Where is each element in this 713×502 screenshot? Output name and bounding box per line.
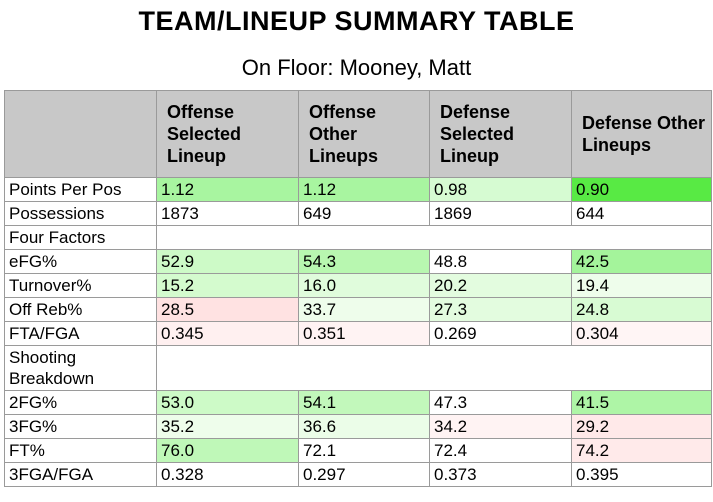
table-row: Possessions 1873 649 1869 644 [4, 201, 712, 226]
table-cell: 33.7 [298, 297, 430, 322]
row-label: eFG% [4, 249, 157, 274]
table-cell: 28.5 [156, 297, 299, 322]
table-cell: 16.0 [298, 273, 430, 298]
table-cell: 0.269 [429, 321, 572, 346]
header-offense-other: Offense Other Lineups [298, 90, 430, 178]
table-row: FTA/FGA 0.345 0.351 0.269 0.304 [4, 321, 712, 346]
table-cell: 649 [298, 201, 430, 226]
table-cell: 76.0 [156, 438, 299, 463]
section-row: Four Factors [4, 225, 712, 250]
table-row: FT% 76.0 72.1 72.4 74.2 [4, 438, 712, 463]
table-cell: 15.2 [156, 273, 299, 298]
table-cell: 35.2 [156, 414, 299, 439]
table-cell: 24.8 [571, 297, 712, 322]
table-cell: 1873 [156, 201, 299, 226]
header-offense-selected: Offense Selected Lineup [156, 90, 299, 178]
table-cell: 52.9 [156, 249, 299, 274]
table-cell: 34.2 [429, 414, 572, 439]
row-label: FTA/FGA [4, 321, 157, 346]
table-cell: 0.345 [156, 321, 299, 346]
table-row: Turnover% 15.2 16.0 20.2 19.4 [4, 273, 712, 298]
table-cell: 1.12 [156, 177, 299, 202]
table-cell: 0.395 [571, 462, 712, 487]
table-cell: 42.5 [571, 249, 712, 274]
table-row: Points Per Pos 1.12 1.12 0.98 0.90 [4, 177, 712, 202]
table-cell: 0.351 [298, 321, 430, 346]
table-cell: 0.297 [298, 462, 430, 487]
table-cell: 0.373 [429, 462, 572, 487]
page-subtitle: On Floor: Mooney, Matt [241, 55, 472, 80]
table-cell: 47.3 [429, 390, 572, 415]
header-defense-selected: Defense Selected Lineup [429, 90, 572, 178]
row-label: Off Reb% [4, 297, 157, 322]
table-cell: 1.12 [298, 177, 430, 202]
section-row: Shooting Breakdown [4, 345, 712, 391]
table-cell: 0.98 [429, 177, 572, 202]
section-label: Four Factors [4, 225, 157, 250]
table-cell: 36.6 [298, 414, 430, 439]
page-title: TEAM/LINEUP SUMMARY TABLE [138, 6, 575, 36]
table-cell: 54.1 [298, 390, 430, 415]
row-label: Points Per Pos [4, 177, 157, 202]
table-cell: 74.2 [571, 438, 712, 463]
row-label: FT% [4, 438, 157, 463]
table-cell: 72.1 [298, 438, 430, 463]
header-row: Offense Selected Lineup Offense Other Li… [4, 90, 712, 178]
table-row: 3FGA/FGA 0.328 0.297 0.373 0.395 [4, 462, 712, 487]
table-cell: 1869 [429, 201, 572, 226]
table-cell: 53.0 [156, 390, 299, 415]
table-row: 3FG% 35.2 36.6 34.2 29.2 [4, 414, 712, 439]
table-cell: 644 [571, 201, 712, 226]
table-cell: 19.4 [571, 273, 712, 298]
table-cell: 29.2 [571, 414, 712, 439]
table-cell: 48.8 [429, 249, 572, 274]
header-corner [4, 90, 157, 178]
summary-table: Offense Selected Lineup Offense Other Li… [4, 90, 712, 487]
row-label: Turnover% [4, 273, 157, 298]
table-row: 2FG% 53.0 54.1 47.3 41.5 [4, 390, 712, 415]
header-defense-other: Defense Other Lineups [571, 90, 712, 178]
table-row: Off Reb% 28.5 33.7 27.3 24.8 [4, 297, 712, 322]
row-label: 2FG% [4, 390, 157, 415]
row-label: 3FGA/FGA [4, 462, 157, 487]
table-cell: 72.4 [429, 438, 572, 463]
section-label: Shooting Breakdown [4, 345, 157, 391]
table-cell: 27.3 [429, 297, 572, 322]
row-label: Possessions [4, 201, 157, 226]
table-cell: 54.3 [298, 249, 430, 274]
section-spacer [156, 345, 712, 391]
section-spacer [156, 225, 712, 250]
table-cell: 0.304 [571, 321, 712, 346]
table-row: eFG% 52.9 54.3 48.8 42.5 [4, 249, 712, 274]
table-cell: 0.90 [571, 177, 712, 202]
row-label: 3FG% [4, 414, 157, 439]
table-cell: 0.328 [156, 462, 299, 487]
table-cell: 20.2 [429, 273, 572, 298]
table-cell: 41.5 [571, 390, 712, 415]
table-body: Points Per Pos 1.12 1.12 0.98 0.90 Possession… [4, 177, 712, 487]
